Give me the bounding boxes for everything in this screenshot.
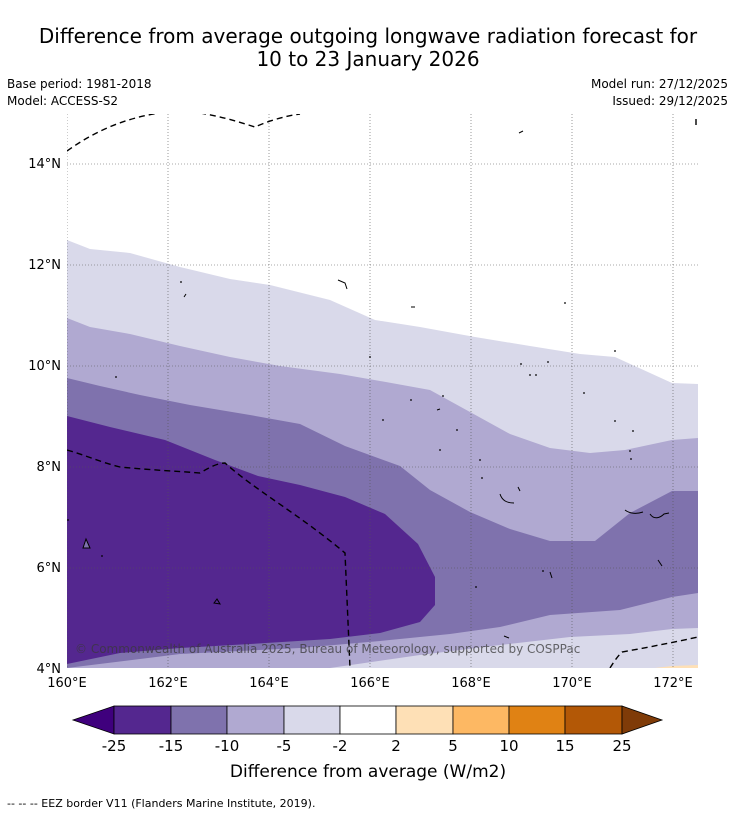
model-run: Model run: 27/12/2025 bbox=[590, 77, 728, 91]
map-area bbox=[67, 114, 698, 668]
anomaly-band-minus-15-to-25 bbox=[67, 416, 435, 664]
lon-label-164e: 164°E bbox=[249, 676, 289, 691]
lat-label-6n: 6°N bbox=[37, 561, 62, 576]
colorbar-tick: 10 bbox=[499, 737, 519, 755]
gridlines bbox=[67, 114, 698, 668]
colorbar-bin-5 bbox=[339, 705, 397, 735]
colorbar-tick: -15 bbox=[158, 737, 184, 755]
lon-label-160e: 160°E bbox=[47, 676, 87, 691]
colorbar-bin-1 bbox=[113, 705, 172, 735]
anomaly-band-south-minus-2-to-5 bbox=[330, 628, 698, 668]
colorbar-tick: 25 bbox=[612, 737, 632, 755]
lon-label-172e: 172°E bbox=[653, 676, 693, 691]
lon-label-166e: 166°E bbox=[350, 676, 390, 691]
colorbar-tick: 15 bbox=[555, 737, 575, 755]
lon-label-162e: 162°E bbox=[148, 676, 188, 691]
lon-label-168e: 168°E bbox=[451, 676, 491, 691]
map-title-line-1: Difference from average outgoing longwav… bbox=[38, 24, 698, 48]
colorbar-tick: -5 bbox=[276, 737, 292, 755]
lat-label-4n: 4°N bbox=[37, 662, 62, 677]
colorbar-bin-3 bbox=[226, 705, 285, 735]
copyright-notice: © Commonwealth of Australia 2025, Bureau… bbox=[75, 642, 580, 656]
lat-label-14n: 14°N bbox=[28, 157, 61, 172]
eez-footnote: -- -- -- EEZ border V11 (Flanders Marine… bbox=[7, 797, 316, 810]
islands bbox=[82, 130, 670, 639]
issued-date: Issued: 29/12/2025 bbox=[612, 94, 728, 108]
anomaly-band-south-plus-2-to-5 bbox=[655, 665, 698, 668]
colorbar-bin-7 bbox=[452, 705, 510, 735]
colorbar-extend-max bbox=[621, 705, 664, 735]
model-name: Model: ACCESS-S2 bbox=[7, 94, 119, 108]
colorbar-label: Difference from average (W/m2) bbox=[229, 762, 507, 782]
colorbar-bin-8 bbox=[508, 705, 566, 735]
colorbar-tick: -10 bbox=[214, 737, 240, 755]
colorbar-bin-4 bbox=[283, 705, 341, 735]
colorbar-bin-6 bbox=[395, 705, 454, 735]
colorbar-extend-min bbox=[71, 705, 115, 735]
lat-label-10n: 10°N bbox=[28, 359, 61, 374]
map-title-line-2: 10 to 23 January 2026 bbox=[256, 47, 480, 71]
colorbar-tick: -2 bbox=[332, 737, 348, 755]
colorbar-bin-2 bbox=[170, 705, 228, 735]
colorbar-tick: -25 bbox=[101, 737, 127, 755]
base-period: Base period: 1981-2018 bbox=[7, 77, 152, 91]
atolls bbox=[67, 281, 634, 588]
colorbar-bin-9 bbox=[564, 705, 623, 735]
colorbar-tick: 5 bbox=[448, 737, 458, 755]
lat-label-12n: 12°N bbox=[28, 258, 61, 273]
lat-label-8n: 8°N bbox=[37, 460, 62, 475]
colorbar bbox=[71, 705, 664, 735]
colorbar-tick: 2 bbox=[391, 737, 401, 755]
eez-borders bbox=[67, 114, 698, 668]
lon-label-170e: 170°E bbox=[552, 676, 592, 691]
